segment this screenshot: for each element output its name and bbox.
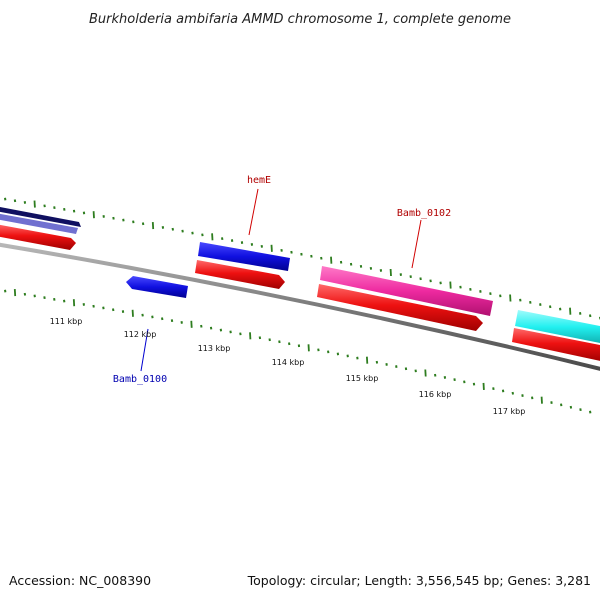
gene-feature-bamb-0100[interactable] bbox=[126, 276, 188, 298]
gene-feature-cyan[interactable] bbox=[515, 310, 600, 344]
cds-feature-left[interactable] bbox=[0, 224, 76, 250]
genome-backbone bbox=[0, 242, 600, 371]
bamb-0100-leader-line bbox=[140, 328, 149, 372]
bamb-0102-leader-line bbox=[411, 219, 422, 269]
gene-feature-lavender[interactable] bbox=[0, 213, 78, 234]
gene-label-bamb-0100[interactable]: Bamb_0100 bbox=[113, 374, 167, 385]
inner-tick-ring bbox=[4, 289, 592, 414]
tick-label-111: 111 kbp bbox=[50, 317, 83, 326]
tick-label-112: 112 kbp bbox=[124, 330, 157, 339]
cds-feature-right[interactable] bbox=[512, 328, 600, 362]
tick-label-113: 113 kbp bbox=[198, 344, 231, 353]
tick-label-117: 117 kbp bbox=[493, 407, 526, 416]
tick-label-116: 116 kbp bbox=[419, 390, 452, 399]
gene-feature-navy[interactable] bbox=[0, 206, 81, 227]
gene-label-bamb-0102[interactable]: Bamb_0102 bbox=[397, 208, 451, 219]
gene-feature-hemE[interactable] bbox=[198, 242, 290, 271]
cds-feature-hemE[interactable] bbox=[195, 260, 285, 289]
hemE-leader-line bbox=[248, 188, 259, 236]
outer-tick-ring bbox=[4, 197, 600, 320]
gene-feature-bamb-0102[interactable] bbox=[320, 266, 493, 316]
tick-label-114: 114 kbp bbox=[272, 358, 305, 367]
tick-labels: 111 kbp 112 kbp 113 kbp 114 kbp 115 kbp … bbox=[50, 317, 526, 416]
cds-feature-bamb-0102[interactable] bbox=[317, 284, 483, 331]
map-title: Burkholderia ambifaria AMMD chromosome 1… bbox=[89, 12, 511, 27]
accession-text: Accession: NC_008390 bbox=[9, 573, 151, 588]
gene-label-hemE[interactable]: hemE bbox=[247, 175, 271, 186]
tick-label-115: 115 kbp bbox=[346, 374, 379, 383]
genome-info-text: Topology: circular; Length: 3,556,545 bp… bbox=[247, 573, 591, 588]
